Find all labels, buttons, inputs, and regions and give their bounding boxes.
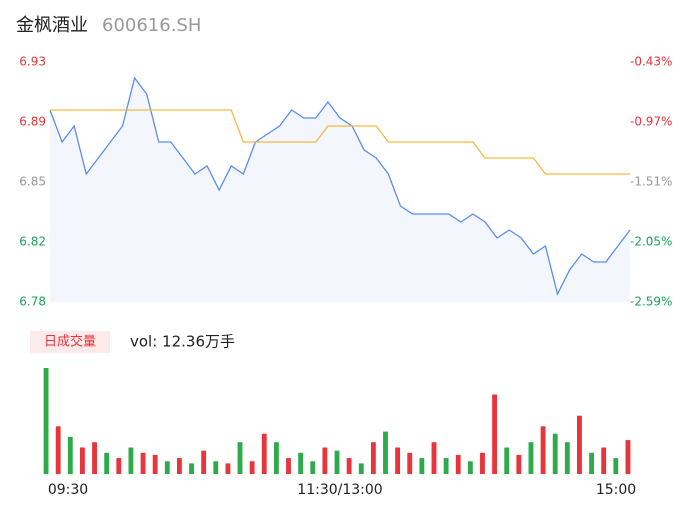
price-line xyxy=(49,76,631,296)
y2-tick-label: -2.59% xyxy=(630,295,672,309)
volume-bar xyxy=(334,450,340,474)
volume-bar xyxy=(358,463,364,474)
volume-bar xyxy=(504,447,510,474)
volume-tab[interactable]: 日成交量 xyxy=(44,334,96,350)
x-tick-label: 15:00 xyxy=(596,482,636,498)
y-tick-label: 6.89 xyxy=(19,115,46,129)
volume-bar xyxy=(67,436,73,474)
volume-bar xyxy=(104,452,110,474)
volume-bar xyxy=(286,458,291,474)
x-tick-label: 11:30/13:00 xyxy=(297,482,382,498)
volume-bar xyxy=(164,461,170,474)
stock-name: 金枫酒业 xyxy=(16,15,88,36)
volume-bar xyxy=(152,454,158,474)
volume-bar xyxy=(395,447,401,474)
volume-tab-bg xyxy=(30,331,110,353)
volume-bar xyxy=(480,452,485,474)
volume-bar xyxy=(589,452,594,474)
volume-bar xyxy=(128,447,134,474)
volume-bar xyxy=(516,454,522,474)
volume-bar xyxy=(249,461,255,474)
y-tick-label: 6.85 xyxy=(19,175,46,189)
y-tick-label: 6.82 xyxy=(19,235,46,249)
volume-bar xyxy=(552,433,558,474)
volume-bar xyxy=(492,394,498,474)
volume-bar xyxy=(225,463,231,474)
volume-bar xyxy=(189,463,194,474)
volume-bar xyxy=(80,447,85,474)
volume-bar xyxy=(310,461,316,474)
volume-bar xyxy=(322,447,328,474)
price-area xyxy=(50,78,630,302)
volume-bar xyxy=(455,454,461,474)
y2-tick-label: -2.05% xyxy=(630,235,672,249)
volume-bar xyxy=(370,442,376,474)
volume-bar xyxy=(625,440,631,474)
volume-bar xyxy=(431,442,437,474)
volume-bar xyxy=(419,458,425,474)
x-tick-label: 09:30 xyxy=(48,482,88,498)
volume-bar xyxy=(43,368,49,474)
y-tick-label: 6.93 xyxy=(19,55,46,69)
y-tick-label: 6.78 xyxy=(19,295,46,309)
volume-bar xyxy=(601,447,607,474)
volume-bar xyxy=(528,442,534,474)
volume-bar xyxy=(577,415,582,474)
volume-bar xyxy=(273,442,279,474)
volume-bar xyxy=(140,452,146,474)
volume-bar xyxy=(613,458,619,474)
volume-total: vol: 12.36万手 xyxy=(130,333,235,351)
volume-bar xyxy=(407,452,413,474)
volume-bar xyxy=(383,431,388,474)
volume-bar xyxy=(176,458,182,474)
volume-bar xyxy=(201,450,207,474)
volume-bar xyxy=(564,442,570,474)
volume-bar xyxy=(116,458,122,474)
stock-code: 600616.SH xyxy=(102,15,201,36)
volume-bar xyxy=(261,433,267,474)
volume-bar xyxy=(92,442,97,474)
volume-bar xyxy=(298,452,304,474)
volume-bar xyxy=(346,458,352,474)
y2-tick-label: -0.43% xyxy=(630,55,672,69)
average-line xyxy=(50,109,630,175)
y2-tick-label: -0.97% xyxy=(630,115,672,129)
volume-bar xyxy=(213,461,219,474)
y2-tick-label: -1.51% xyxy=(630,175,672,189)
volume-bar xyxy=(540,426,546,474)
volume-bar xyxy=(467,461,473,474)
volume-bar xyxy=(237,442,243,474)
volume-bar xyxy=(443,458,449,474)
volume-bar xyxy=(55,426,61,474)
